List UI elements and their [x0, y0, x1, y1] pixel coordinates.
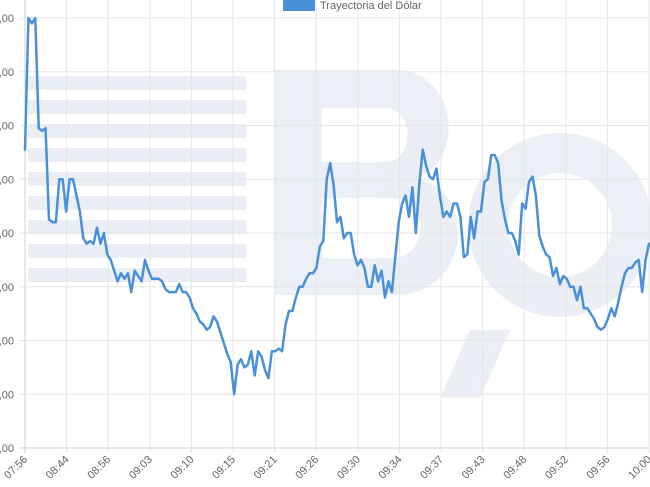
- x-tick-label: 09:37: [418, 454, 446, 482]
- x-tick-label: 09:30: [335, 454, 363, 482]
- x-tick-label: 08:44: [44, 454, 72, 482]
- series-line[interactable]: [23, 16, 650, 396]
- x-tick-label: 09:10: [169, 454, 197, 482]
- x-axis-ticks: 07:56 08:44 08:56 09:03 09:10 09:15 09:21 09:26…: [2, 454, 650, 482]
- x-tick-label: 09:43: [460, 454, 488, 482]
- x-tick-label: 09:34: [377, 454, 405, 482]
- x-tick-label: 09:21: [252, 454, 280, 482]
- y-tick-label: ,00: [0, 13, 14, 25]
- x-tick-label: 09:03: [127, 454, 155, 482]
- y-tick-label: ,00: [0, 67, 14, 79]
- x-tick-label: 09:56: [585, 454, 613, 482]
- series-layer: [23, 16, 650, 396]
- x-tick-label: 08:56: [85, 454, 113, 482]
- x-tick-label: 10:00: [626, 454, 650, 482]
- x-tick-label: 09:48: [501, 454, 529, 482]
- y-tick-label: ,00: [0, 389, 14, 401]
- y-tick-label: ,00: [0, 336, 14, 348]
- y-tick-label: ,00: [0, 174, 14, 186]
- y-tick-label: ,00: [0, 121, 14, 133]
- y-tick-label: ,00: [0, 282, 14, 294]
- watermark-logo: [28, 70, 650, 398]
- y-tick-label: ,00: [0, 443, 14, 455]
- legend-label[interactable]: Trayectoria del Dólar: [320, 0, 422, 12]
- x-tick-label: 09:26: [293, 454, 321, 482]
- chart-legend[interactable]: Trayectoria del Dólar: [283, 0, 422, 12]
- y-tick-label: ,00: [0, 228, 14, 240]
- x-tick-label: 09:52: [543, 454, 571, 482]
- legend-swatch[interactable]: [283, 0, 315, 11]
- x-tick-label: 09:15: [210, 454, 238, 482]
- chart-axes: [20, 0, 649, 453]
- x-tick-label: 07:56: [2, 454, 30, 482]
- y-axis-ticks: ,00 ,00 ,00 ,00 ,00 ,00 ,00 ,00 ,00: [0, 13, 14, 455]
